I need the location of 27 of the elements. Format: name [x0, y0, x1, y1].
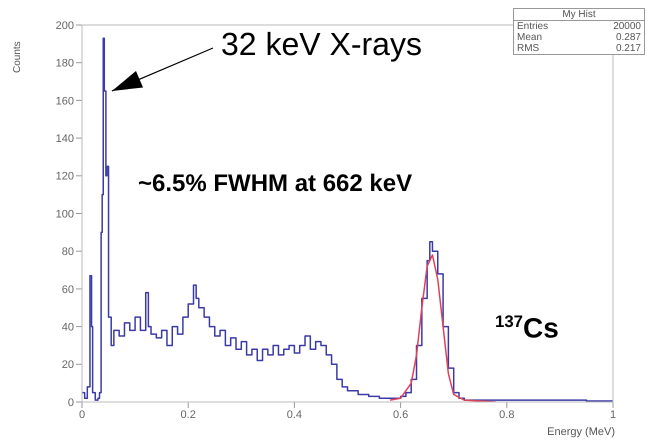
y-tick-label: 200 — [56, 20, 74, 32]
text: Entries 20000 — [517, 21, 641, 32]
annotation: $^{137}$Cs — [495, 312, 559, 344]
text: Mean 0.287 — [517, 32, 641, 43]
x-tick-label: 1 — [610, 408, 616, 421]
y-tick-label: 60 — [62, 284, 74, 296]
y-tick-label: 20 — [62, 359, 74, 372]
y-tick-label: 100 — [56, 208, 74, 220]
y-tick-label: 180 — [56, 58, 74, 70]
x-axis-title: Energy (MeV) — [547, 426, 615, 438]
y-tick-label: 160 — [56, 95, 74, 108]
y-tick-label: 120 — [56, 170, 74, 183]
annotation: ~6.5% FWHM at 662 keV — [138, 170, 412, 198]
y-tick-label: 80 — [62, 246, 74, 258]
x-tick-label: 0.6 — [392, 408, 408, 421]
x-tick-label: 0.2 — [180, 408, 196, 421]
annotation: 32 keV X-rays — [221, 26, 422, 63]
chart-title: My Hist — [514, 9, 644, 21]
x-tick-label: 0.4 — [286, 408, 302, 421]
y-axis-title: Counts — [12, 41, 23, 73]
text: RMS 0.217 — [517, 43, 641, 54]
y-tick-label: 40 — [62, 322, 74, 334]
x-tick-label: 0 — [78, 408, 86, 421]
x-tick-label: 0.8 — [499, 408, 514, 421]
line-series — [389, 254, 497, 402]
y-tick-label: 0 — [68, 396, 74, 409]
y-tick-label: 140 — [56, 133, 74, 146]
